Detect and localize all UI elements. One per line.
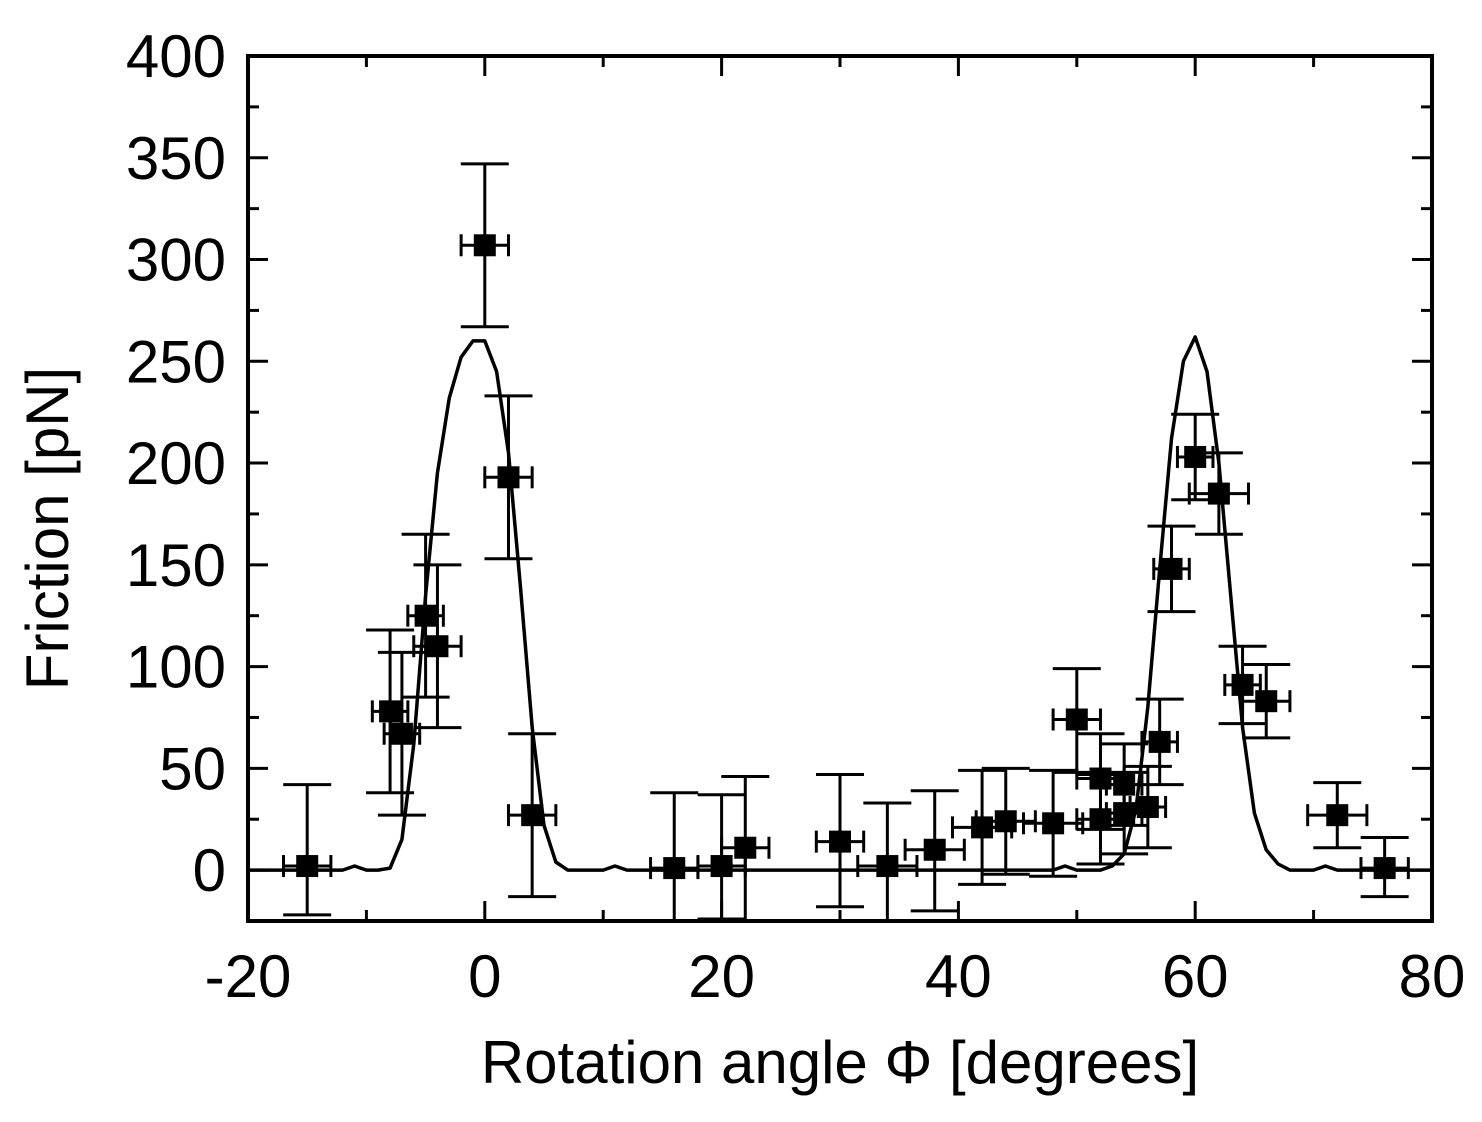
- y-tick-label: 200: [126, 430, 226, 497]
- data-point: [1136, 796, 1159, 819]
- y-tick-label: 50: [159, 735, 226, 802]
- y-axis-label: Friction [pN]: [14, 367, 81, 690]
- data-point: [473, 234, 496, 257]
- error-bar: [1359, 836, 1410, 899]
- y-tick-label: 300: [126, 227, 226, 294]
- y-tick-label: 150: [126, 532, 226, 599]
- data-point: [994, 810, 1017, 833]
- x-axis-label: Rotation angle Φ [degrees]: [481, 1029, 1199, 1096]
- data-point: [1148, 730, 1171, 753]
- x-tick-label: -20: [205, 943, 292, 1010]
- error-bar: [649, 791, 700, 921]
- data-point: [1255, 690, 1278, 713]
- data-point: [521, 804, 544, 827]
- x-tick-label: 0: [468, 943, 501, 1010]
- data-point: [1089, 767, 1112, 790]
- data-point: [379, 700, 402, 723]
- data-point: [734, 836, 757, 859]
- data-point: [1231, 673, 1254, 696]
- y-tick-label: 400: [126, 23, 226, 90]
- x-tick-label: 80: [1399, 943, 1466, 1010]
- data-point: [971, 816, 994, 839]
- fit-curve-layer: [248, 335, 1432, 872]
- fit-curve: [248, 335, 1432, 872]
- data-point: [497, 466, 520, 489]
- data-point: [390, 722, 413, 745]
- data-point: [1207, 482, 1230, 505]
- plot-frame: [246, 54, 1434, 923]
- data-point: [1373, 857, 1396, 880]
- data-point: [923, 838, 946, 861]
- data-point: [876, 855, 899, 878]
- data-point: [1042, 812, 1065, 835]
- y-tick-label: 0: [193, 837, 226, 904]
- data-point: [1065, 708, 1088, 731]
- data-point: [710, 855, 733, 878]
- data-point: [414, 604, 437, 627]
- data-point: [1089, 808, 1112, 831]
- error-bar: [1241, 663, 1292, 740]
- x-tick-label: 40: [925, 943, 992, 1010]
- x-tick-label: 20: [688, 943, 755, 1010]
- y-tick-label: 100: [126, 634, 226, 701]
- data-point: [296, 855, 319, 878]
- error-bar: [1135, 697, 1184, 787]
- error-bar: [282, 783, 333, 917]
- data-point: [426, 635, 449, 658]
- x-tick-label: 60: [1162, 943, 1229, 1010]
- y-tick-label: 250: [126, 328, 226, 395]
- marker-layer: [296, 234, 1396, 880]
- data-point: [663, 857, 686, 880]
- data-point: [1184, 445, 1207, 468]
- data-point: [1113, 802, 1136, 825]
- data-point: [1113, 773, 1136, 796]
- tick-label-layer: -20 0 20 40 60 80 0 50 100 150 200 250 300 350 400: [126, 23, 1465, 1010]
- error-bar: [401, 532, 450, 699]
- errorbar-layer: [282, 162, 1410, 921]
- y-tick-label: 350: [126, 125, 226, 192]
- data-point: [1326, 804, 1349, 827]
- data-point: [829, 830, 851, 853]
- data-point: [1160, 557, 1183, 580]
